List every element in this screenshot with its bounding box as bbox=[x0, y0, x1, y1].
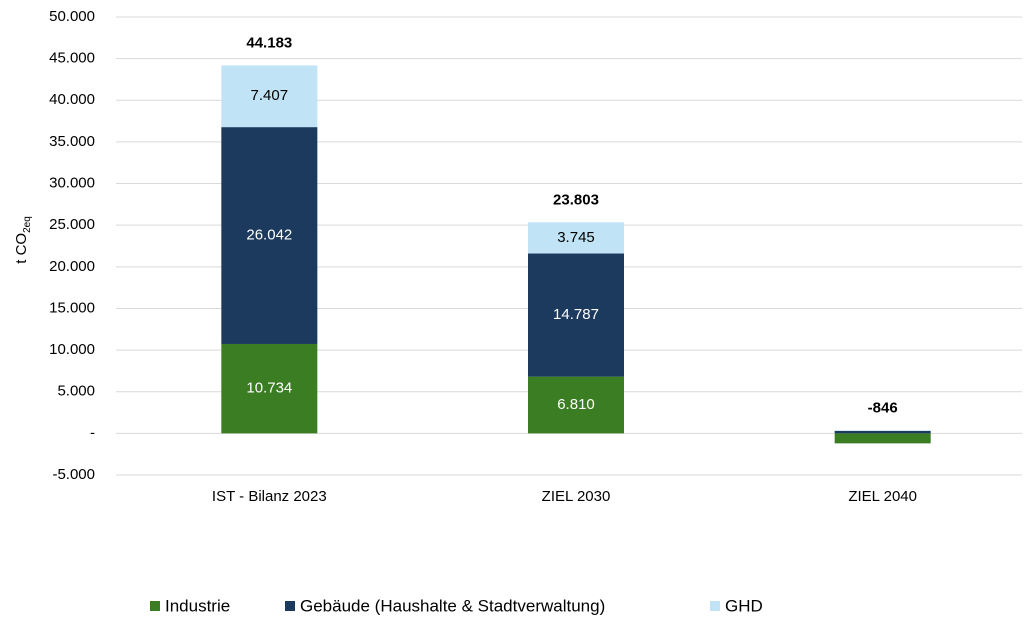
data-label: 10.734 bbox=[246, 380, 292, 397]
y-tick-label: 40.000 bbox=[49, 91, 95, 108]
legend-swatch bbox=[150, 601, 160, 611]
y-tick-label: 45.000 bbox=[49, 50, 95, 67]
y-tick-label: - bbox=[90, 424, 95, 441]
y-tick-label: 25.000 bbox=[49, 216, 95, 233]
data-label: 6.810 bbox=[557, 396, 595, 413]
y-tick-label: 10.000 bbox=[49, 341, 95, 358]
total-label: -846 bbox=[868, 399, 898, 416]
y-tick-label: 35.000 bbox=[49, 133, 95, 150]
legend-swatch bbox=[285, 601, 295, 611]
legend-label: GHD bbox=[725, 596, 763, 615]
y-tick-label: 50.000 bbox=[49, 8, 95, 25]
data-label: 3.745 bbox=[557, 229, 595, 246]
total-label: 44.183 bbox=[246, 34, 292, 51]
data-label: 7.407 bbox=[251, 87, 289, 104]
x-tick-label: IST - Bilanz 2023 bbox=[212, 488, 327, 505]
legend-label: Industrie bbox=[165, 596, 230, 615]
bar-segment bbox=[221, 127, 318, 344]
y-tick-label: 30.000 bbox=[49, 175, 95, 192]
bar-segment bbox=[528, 253, 625, 377]
total-label: 23.803 bbox=[553, 191, 599, 208]
bar-segment bbox=[221, 65, 318, 128]
bar-segment bbox=[834, 433, 931, 444]
bar-segment bbox=[834, 430, 931, 434]
data-label: 26.042 bbox=[246, 227, 292, 244]
bar-segment bbox=[528, 376, 625, 434]
y-tick-label: 15.000 bbox=[49, 299, 95, 316]
x-tick-label: ZIEL 2030 bbox=[542, 488, 611, 505]
data-label: 14.787 bbox=[553, 306, 599, 323]
y-tick-label: 20.000 bbox=[49, 258, 95, 275]
y-tick-label: -5.000 bbox=[52, 466, 95, 483]
y-tick-label: 5.000 bbox=[57, 383, 95, 400]
bar-segment bbox=[528, 222, 625, 254]
y-axis-label: t CO2eq bbox=[13, 216, 33, 264]
x-tick-label: ZIEL 2040 bbox=[848, 488, 917, 505]
legend-swatch bbox=[710, 601, 720, 611]
legend-label: Gebäude (Haushalte & Stadtverwaltung) bbox=[300, 596, 605, 615]
bar-segment bbox=[221, 343, 318, 434]
